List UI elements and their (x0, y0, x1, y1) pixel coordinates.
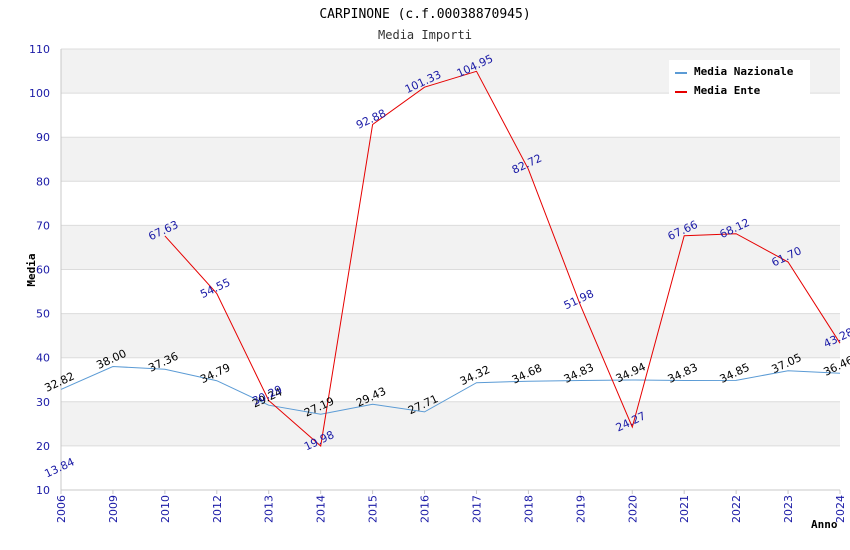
grid-band (61, 137, 840, 182)
series-line-nazionale (60, 365, 841, 415)
y-tick-label: 70 (36, 219, 50, 232)
y-axis-ticks: 10 20 30 40 50 60 70 80 90 100 110 (29, 43, 50, 497)
x-tick-label: 2018 (522, 495, 535, 523)
grid-band (61, 225, 840, 270)
legend-box (669, 60, 810, 101)
x-tick-label: 2021 (678, 495, 691, 523)
chart-title: CARPINONE (c.f.00038870945) (319, 7, 530, 22)
x-tick-label: 2019 (574, 495, 587, 523)
x-axis-title: Anno (811, 518, 838, 531)
x-tick-label: 2022 (730, 495, 743, 523)
x-tick-label: 2006 (55, 495, 68, 523)
data-label-ente: 51.98 (562, 287, 596, 312)
x-tick-label: 2020 (626, 495, 639, 523)
grid-band (61, 401, 840, 446)
data-label-ente: 54.55 (198, 276, 232, 301)
legend-label-nazionale: Media Nazionale (694, 65, 794, 78)
y-tick-label: 50 (36, 308, 50, 321)
chart-subtitle: Media Importi (378, 28, 472, 42)
data-label-nazionale: 34.85 (718, 361, 752, 386)
x-tick-label: 2024 (834, 495, 847, 523)
grid-bands (61, 49, 840, 446)
x-tick-label: 2015 (367, 495, 380, 523)
y-tick-label: 10 (36, 484, 50, 497)
x-tick-label: 2012 (211, 495, 224, 523)
y-tick-label: 60 (36, 264, 50, 277)
data-label-nazionale: 34.83 (666, 361, 700, 386)
y-tick-label: 20 (36, 440, 50, 453)
series-lines (60, 70, 841, 447)
data-label-nazionale: 32.82 (42, 370, 76, 395)
x-tick-label: 2016 (419, 495, 432, 523)
y-tick-label: 30 (36, 396, 50, 409)
grid-band (61, 313, 840, 358)
y-axis-title: Media (25, 253, 38, 286)
y-tick-label: 80 (36, 175, 50, 188)
data-label-nazionale: 34.68 (510, 361, 544, 386)
data-label-nazionale: 34.83 (562, 361, 596, 386)
y-tick-label: 100 (29, 87, 50, 100)
data-label-ente: 92.88 (354, 107, 388, 132)
x-tick-label: 2009 (107, 495, 120, 523)
y-tick-label: 40 (36, 352, 50, 365)
y-tick-label: 110 (29, 43, 50, 56)
gridlines (61, 48, 840, 491)
data-label-ente: 13.84 (42, 455, 76, 480)
x-tick-label: 2014 (315, 495, 328, 523)
legend-label-ente: Media Ente (694, 84, 761, 97)
legend: Media Nazionale Media Ente (669, 60, 810, 101)
x-tick-label: 2023 (782, 495, 795, 523)
x-tick-label: 2017 (470, 495, 483, 523)
data-label-nazionale: 34.32 (458, 363, 492, 388)
data-label-nazionale: 34.79 (198, 361, 232, 386)
x-tick-label: 2010 (159, 495, 172, 523)
series-line-ente (164, 70, 841, 447)
x-axis-ticks: 2006 2009 2010 2012 2013 2014 2015 2016 2017 2018… (55, 490, 847, 523)
x-tick-label: 2013 (263, 495, 276, 523)
data-label-nazionale: 34.94 (614, 360, 648, 385)
y-tick-label: 90 (36, 131, 50, 144)
